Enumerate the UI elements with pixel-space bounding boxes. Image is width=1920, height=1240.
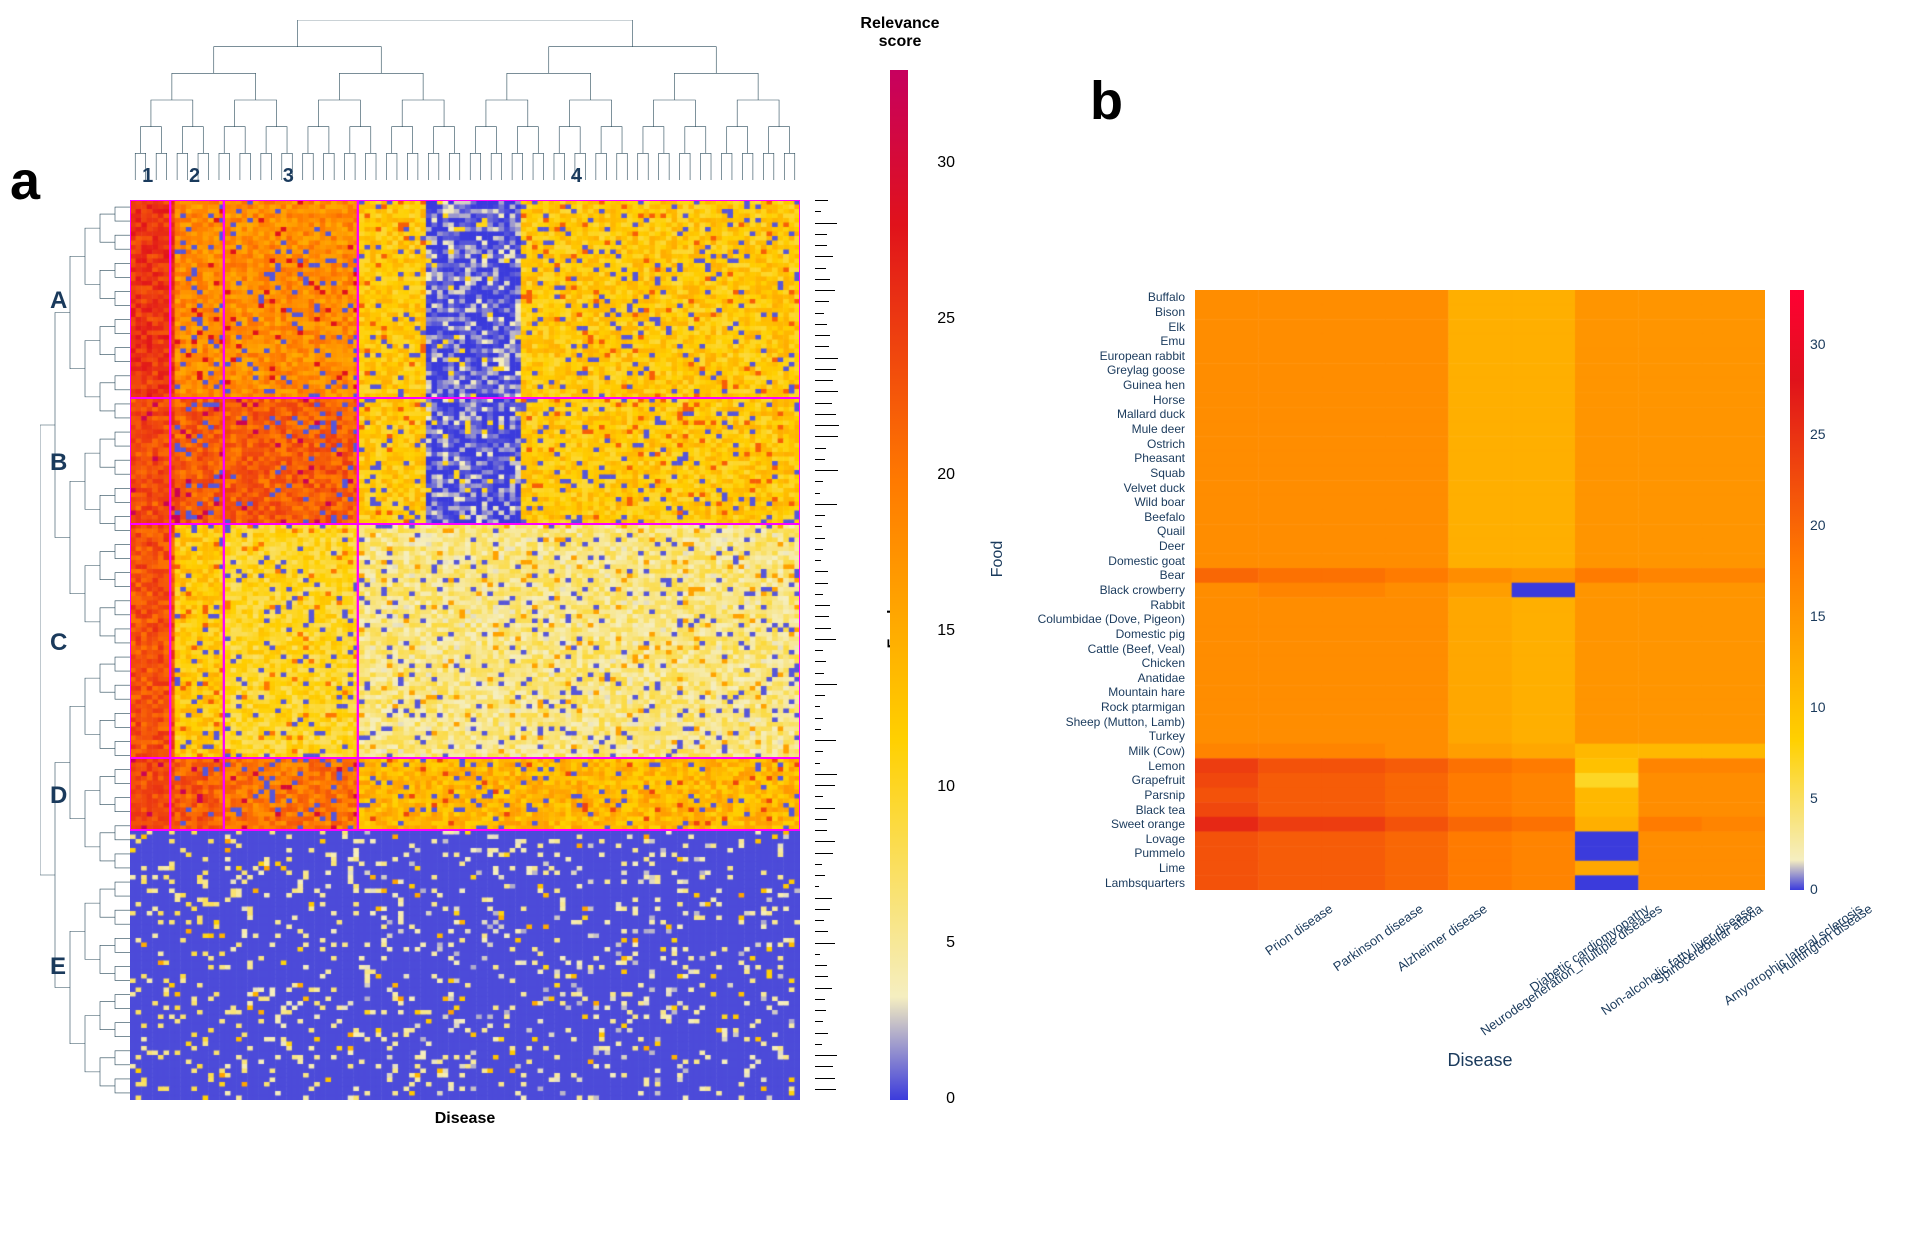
dendrogram-top [130, 20, 800, 180]
col-cluster-labels: 1234 [130, 165, 800, 195]
axis-a-y-ticks [815, 200, 839, 1100]
heatmap-a [130, 200, 800, 1100]
colorbar-a-title: Relevance score [850, 15, 950, 51]
colorbar-b-ticks: 051015202530 [1810, 290, 1850, 890]
heatmap-b-wrap [1195, 290, 1765, 890]
panel-b-label: b [1090, 70, 1123, 132]
axis-a-x-label: Disease [130, 1110, 800, 1128]
axis-b-x-label: Disease [1195, 1050, 1765, 1071]
figure-container: a ABCDE 1234 Disease Food Relevance scor… [20, 20, 1900, 1200]
colorbar-a [890, 70, 908, 1100]
panel-b: b Food BuffaloBisonElkEmuEuropean rabbit… [960, 20, 1860, 1200]
colorbar-b [1790, 290, 1804, 890]
colorbar-a-ticks: 051015202530 [915, 70, 955, 1100]
axis-b-y-ticks: BuffaloBisonElkEmuEuropean rabbitGreylag… [960, 290, 1190, 890]
panel-a: a ABCDE 1234 Disease Food Relevance scor… [20, 20, 920, 1200]
row-cluster-labels: ABCDE [50, 200, 90, 1100]
panel-a-label: a [10, 150, 40, 212]
heatmap-b [1195, 290, 1765, 890]
